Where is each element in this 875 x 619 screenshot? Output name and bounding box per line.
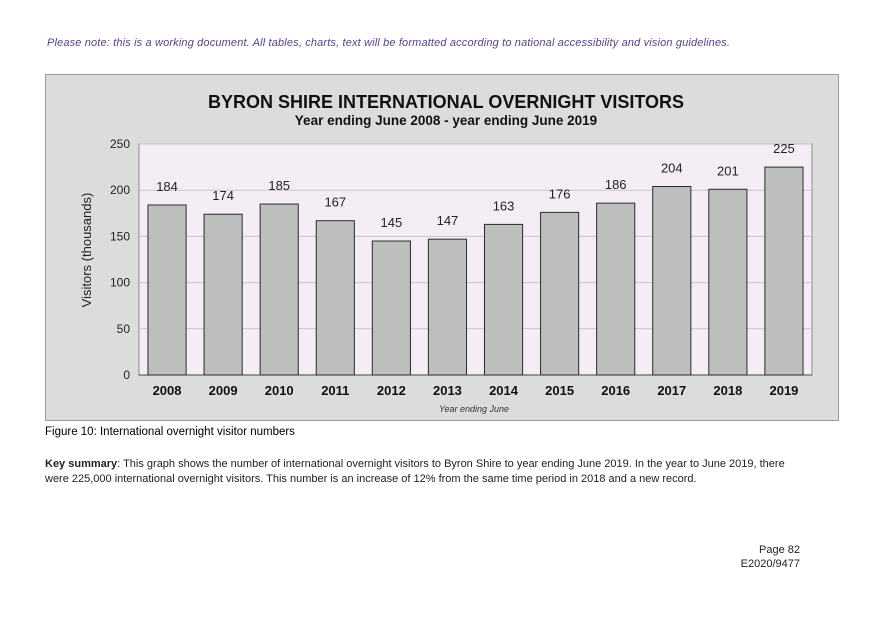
- y-tick-label: 50: [117, 322, 131, 336]
- bar: [596, 202, 636, 376]
- data-label: 184: [156, 179, 178, 194]
- bar: [203, 213, 243, 376]
- key-summary: Key summary: This graph shows the number…: [45, 457, 805, 487]
- bar: [652, 186, 692, 376]
- y-tick-label: 0: [123, 368, 130, 382]
- data-label: 204: [661, 161, 683, 176]
- plot-area: 0 50 100 150 200 250 184 2008 174 2009 185 2010 167 2…: [110, 137, 813, 398]
- x-tick-label: 2011: [321, 383, 349, 398]
- bar: [427, 238, 468, 376]
- bar: [483, 223, 524, 376]
- x-tick-label: 2017: [657, 383, 686, 398]
- chart-title: BYRON SHIRE INTERNATIONAL OVERNIGHT VISI…: [208, 92, 684, 112]
- data-label: 186: [605, 177, 627, 192]
- x-tick-label: 2010: [265, 383, 294, 398]
- figure-caption: Figure 10: International overnight visit…: [45, 426, 295, 438]
- bar: [764, 166, 804, 376]
- x-tick-label: 2012: [377, 383, 406, 398]
- data-label: 185: [268, 178, 290, 193]
- x-tick-label: 2019: [769, 383, 798, 398]
- bar-chart: BYRON SHIRE INTERNATIONAL OVERNIGHT VISI…: [79, 92, 813, 414]
- data-label: 167: [324, 195, 346, 210]
- y-tick-label: 150: [110, 229, 130, 243]
- x-axis-label: Year ending June: [439, 404, 509, 414]
- y-tick-label: 200: [110, 183, 130, 197]
- x-tick-label: 2013: [433, 383, 462, 398]
- document-reference: E2020/9477: [740, 558, 800, 570]
- data-label: 174: [212, 188, 234, 203]
- x-tick-label: 2008: [153, 383, 182, 398]
- page-footer: Page 82 E2020/9477: [741, 543, 800, 571]
- bar: [315, 220, 355, 376]
- x-tick-label: 2016: [601, 383, 630, 398]
- bar: [371, 240, 411, 376]
- data-label: 176: [549, 186, 571, 201]
- bar: [708, 188, 748, 376]
- page-number: Page 82: [759, 544, 800, 556]
- key-summary-text: : This graph shows the number of interna…: [45, 458, 785, 485]
- x-tick-label: 2018: [713, 383, 742, 398]
- y-axis-label: Visitors (thousands): [79, 193, 94, 308]
- data-label: 163: [493, 198, 515, 213]
- working-document-note: Please note: this is a working document.…: [47, 37, 731, 49]
- chart-frame: BYRON SHIRE INTERNATIONAL OVERNIGHT VISI…: [45, 74, 839, 421]
- x-tick-label: 2014: [489, 383, 519, 398]
- data-label: 147: [437, 213, 459, 228]
- data-label: 225: [773, 141, 795, 156]
- key-summary-label: Key summary: [45, 458, 118, 470]
- chart-subtitle: Year ending June 2008 - year ending June…: [295, 113, 597, 128]
- data-label: 145: [381, 215, 403, 230]
- bar: [259, 203, 299, 376]
- bar: [147, 204, 187, 376]
- plot-background: [138, 143, 813, 376]
- data-label: 201: [717, 163, 739, 178]
- x-tick-label: 2009: [209, 383, 238, 398]
- y-tick-label: 250: [110, 137, 130, 151]
- y-tick-label: 100: [110, 276, 130, 290]
- bar: [540, 211, 580, 376]
- x-tick-label: 2015: [545, 383, 574, 398]
